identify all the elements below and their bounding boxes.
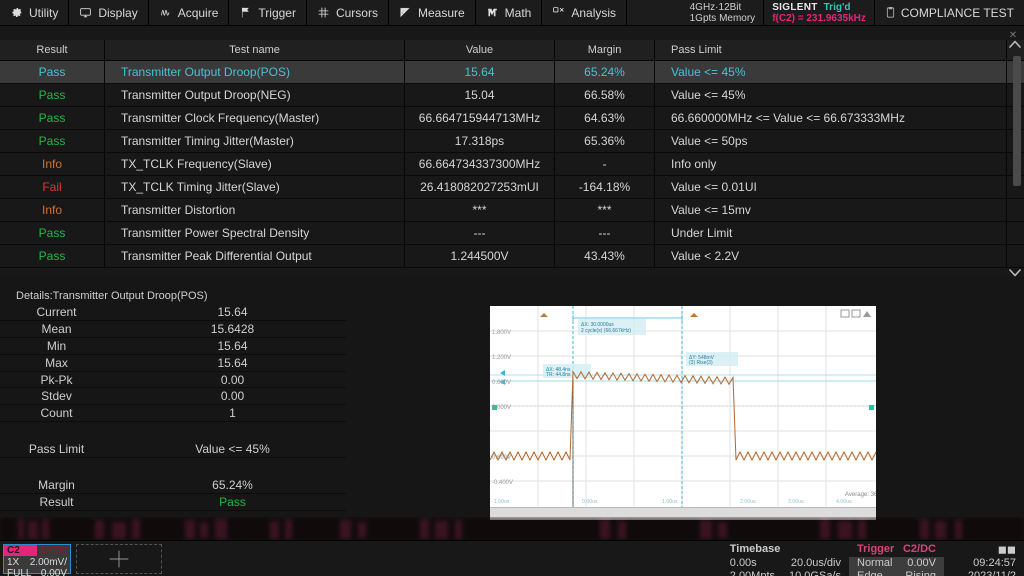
svg-text:(3) Rise(3): (3) Rise(3) <box>689 360 713 366</box>
svg-text:TR: 44.8ns: TR: 44.8ns <box>546 372 571 378</box>
svg-text:1.200V: 1.200V <box>492 355 511 361</box>
svg-text:-1.00us: -1.00us <box>492 499 510 505</box>
svg-text:1.800V: 1.800V <box>492 330 511 336</box>
svg-text:0.800V: 0.800V <box>492 455 511 461</box>
svg-text:0.00us: 0.00us <box>582 499 598 505</box>
svg-text:0.000V: 0.000V <box>492 405 511 411</box>
svg-text:2 cycle(s) (66.667kHz): 2 cycle(s) (66.667kHz) <box>581 328 631 334</box>
svg-text:0.600V: 0.600V <box>492 380 511 386</box>
svg-text:4.00us: 4.00us <box>836 499 852 505</box>
svg-text:Average: 36/36: Average: 36/36 <box>845 492 876 498</box>
svg-text:3.00us: 3.00us <box>788 499 804 505</box>
svg-text:2.00us: 2.00us <box>740 499 756 505</box>
svg-text:1.00us: 1.00us <box>662 499 678 505</box>
svg-text:-0.400V: -0.400V <box>492 480 513 486</box>
